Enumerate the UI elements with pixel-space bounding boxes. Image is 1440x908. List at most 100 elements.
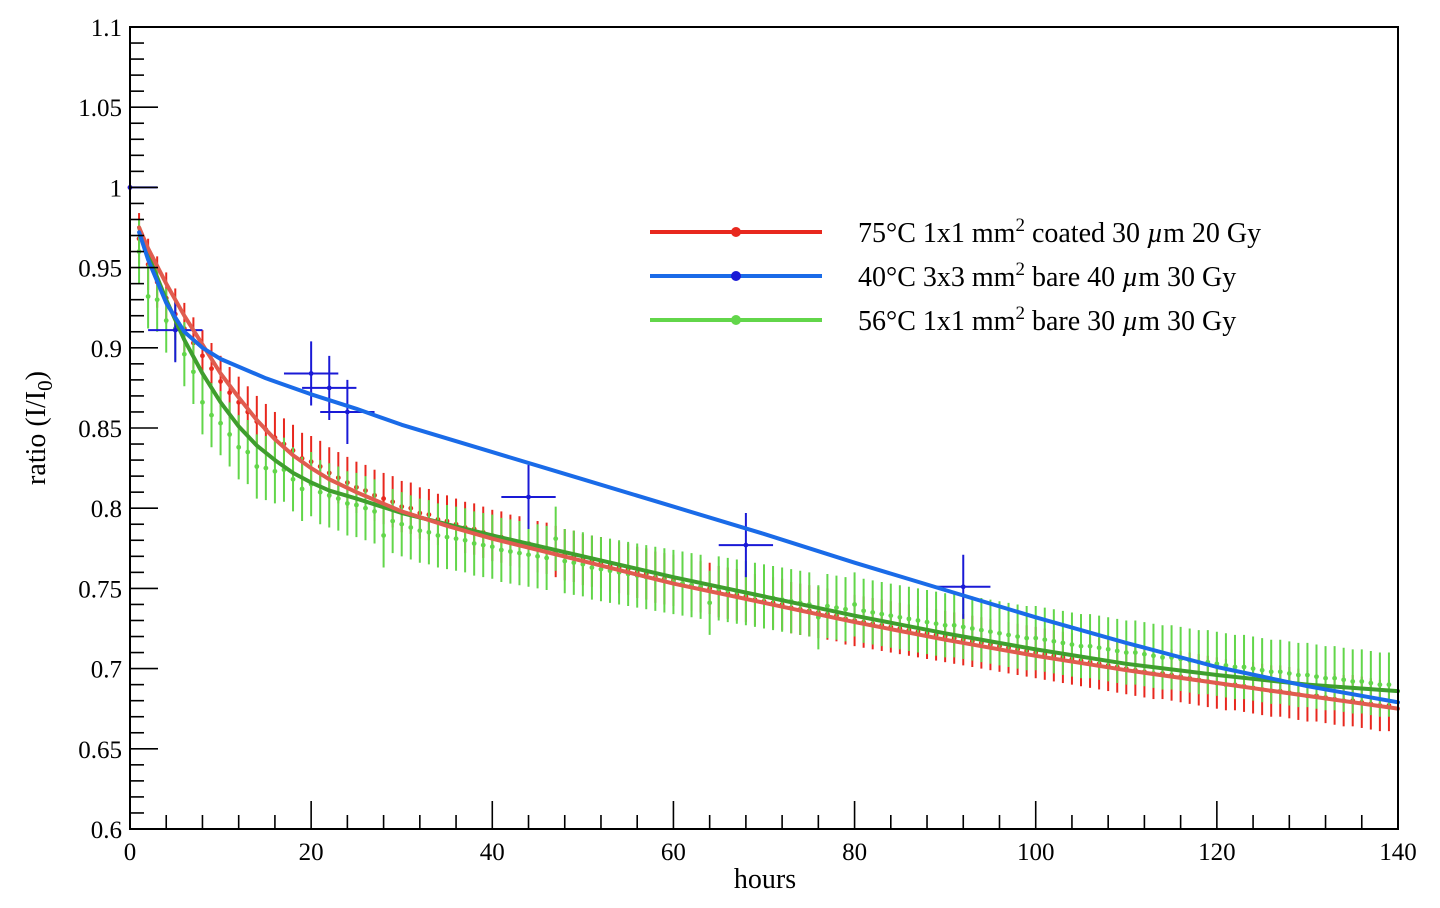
data-point (426, 500, 432, 565)
data-point (888, 583, 894, 648)
data-point (1105, 617, 1111, 682)
data-point (372, 479, 377, 544)
data-point (381, 503, 386, 568)
data-point (444, 504, 450, 570)
x-tick-label: 100 (1017, 839, 1055, 866)
data-point (290, 447, 296, 512)
data-point (553, 506, 559, 571)
marker (245, 449, 251, 455)
legend-label: 40°C 3x3 mm2 bare 40 µm 30 Gy (858, 259, 1236, 293)
data-point (245, 419, 251, 485)
marker (163, 318, 169, 323)
marker (960, 624, 966, 630)
marker (535, 553, 540, 559)
marker (172, 327, 178, 333)
marker (978, 627, 984, 633)
marker (218, 420, 223, 426)
data-point (834, 575, 839, 640)
marker (1078, 643, 1084, 649)
marker (390, 518, 396, 524)
marker (1096, 645, 1102, 651)
marker (1241, 664, 1247, 670)
marker (145, 294, 151, 299)
marker (1314, 674, 1319, 680)
data-point (501, 464, 556, 530)
marker (852, 602, 857, 607)
marker (372, 509, 377, 514)
marker (825, 603, 830, 609)
marker (1277, 669, 1283, 675)
data-point (897, 585, 903, 650)
marker (200, 353, 205, 359)
marker (1123, 650, 1129, 655)
marker (227, 432, 233, 437)
x-tick-label: 0 (124, 839, 137, 866)
marker (1350, 679, 1356, 684)
marker (209, 412, 214, 418)
marker (1368, 680, 1374, 686)
marker (942, 622, 948, 628)
marker (924, 619, 930, 625)
marker (1268, 669, 1274, 675)
data-point (435, 503, 441, 568)
data-point (263, 436, 269, 501)
data-point (480, 513, 486, 578)
data-point (498, 517, 504, 582)
data-point (924, 590, 930, 655)
axes-layer: 0 20 40 60 80 100 120 140 0.6 0.65 0.7 0.75 0.8 0.85 0… (78, 15, 1417, 866)
marker (1087, 643, 1093, 649)
data-point (209, 383, 214, 448)
marker (209, 366, 214, 372)
marker (969, 626, 975, 631)
legend-marker (731, 271, 741, 281)
marker (861, 608, 867, 614)
x-axis-title: hours (734, 864, 796, 895)
data-point (517, 521, 522, 586)
marker (1114, 648, 1120, 654)
marker (363, 505, 368, 511)
y-tick-label: 0.95 (78, 256, 122, 283)
data-point (1132, 620, 1138, 685)
marker (553, 536, 559, 542)
data-point (145, 264, 151, 329)
y-tick-label: 0.9 (91, 336, 122, 363)
legend-entry: 40°C 3x3 mm2 bare 40 µm 30 Gy (650, 259, 1236, 293)
legend-label: 56°C 1x1 mm2 bare 30 µm 30 Gy (858, 303, 1236, 337)
marker (381, 496, 386, 501)
data-point (508, 519, 513, 584)
data-point (1096, 615, 1102, 680)
data-point (363, 476, 368, 541)
marker (562, 558, 568, 564)
y-tick-label: 0.65 (78, 737, 122, 764)
data-point (1114, 618, 1120, 684)
marker (399, 521, 405, 527)
data-point (1069, 612, 1075, 677)
marker (1042, 637, 1048, 643)
marker (915, 618, 921, 623)
marker (227, 390, 233, 396)
data-point (272, 439, 278, 504)
data-point (852, 572, 857, 637)
marker (1105, 646, 1111, 652)
data-point (191, 339, 196, 404)
y-tick-label: 1 (110, 175, 123, 202)
data-point (718, 513, 774, 578)
data-point (335, 466, 341, 531)
marker (326, 385, 332, 391)
marker (317, 489, 323, 495)
marker (381, 533, 386, 538)
data-point (861, 578, 867, 643)
marker (834, 605, 839, 611)
marker (200, 399, 205, 405)
data-point (571, 530, 577, 595)
marker (181, 351, 187, 357)
marker (1006, 632, 1011, 638)
marker (571, 560, 577, 566)
data-point (997, 601, 1002, 666)
marker (988, 629, 993, 635)
marker (191, 369, 196, 375)
data-point (936, 554, 991, 619)
marker (471, 541, 477, 546)
marker (544, 555, 550, 561)
